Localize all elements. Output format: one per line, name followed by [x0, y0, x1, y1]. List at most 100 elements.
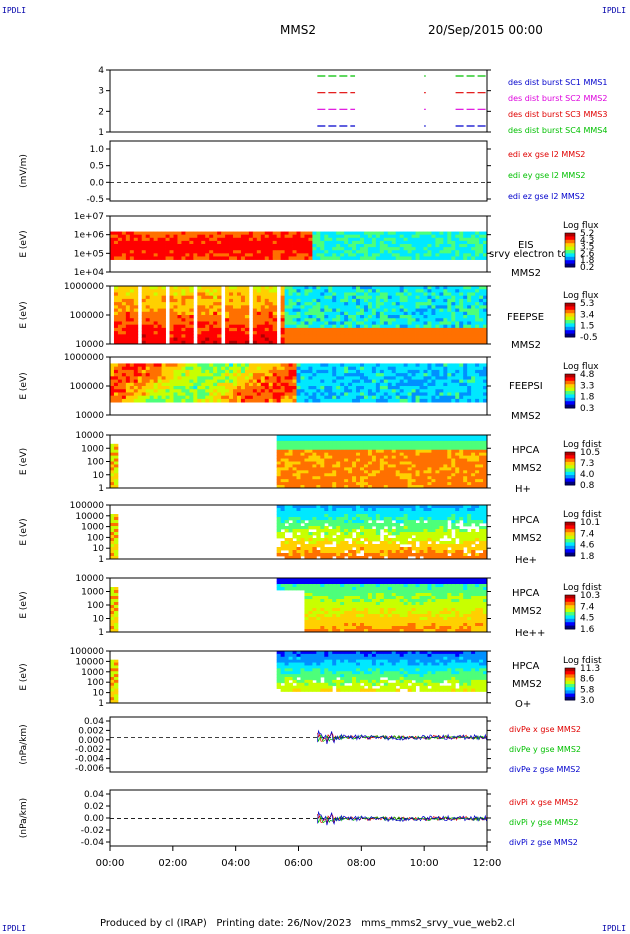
hpca-h-cell — [391, 435, 397, 439]
feepse-cell — [403, 308, 409, 313]
feepse-cell — [439, 318, 444, 322]
hpca-h-cell — [431, 446, 436, 451]
eis-cell — [280, 237, 286, 242]
hpca-h-cell — [475, 437, 480, 442]
hpca-h-cell — [113, 473, 119, 477]
hpca-h-cell — [415, 437, 420, 442]
feepse-cell — [141, 295, 147, 300]
hpca-h-cell — [475, 446, 480, 451]
feepse-cell — [399, 302, 405, 306]
feepse-cell — [205, 289, 210, 293]
hpca-h-cell — [360, 455, 365, 459]
hpca-he-cell — [276, 517, 282, 521]
eis-cell — [312, 250, 317, 254]
hpca-h-cell — [352, 435, 357, 439]
feepsi-cell — [209, 392, 214, 397]
feepse-cell — [415, 295, 420, 300]
hpca-h-cell — [312, 452, 317, 457]
feepse-cell — [451, 298, 456, 303]
hpca-h-cell — [455, 437, 460, 442]
feepsi-cell — [129, 366, 135, 371]
hpca-h-cell — [435, 449, 440, 454]
feepsi-cell — [169, 395, 174, 400]
feepse-cell — [225, 292, 230, 297]
eis-cell — [296, 256, 301, 260]
hpca-h-cell — [443, 482, 448, 486]
hpca-h-cell — [296, 476, 301, 480]
feepsi-cell — [129, 376, 135, 380]
eis-cell — [201, 250, 206, 254]
eis-cell — [292, 234, 297, 239]
feepse-cell — [391, 334, 397, 338]
hpca-h-cell — [387, 455, 393, 459]
feepsi-cell — [229, 366, 234, 371]
hpca-h-cell — [304, 449, 309, 454]
hpca-he-cell — [280, 505, 286, 509]
feepse-cell — [197, 302, 202, 306]
feepse-cell — [379, 311, 385, 316]
feepsi-cell — [308, 395, 313, 400]
feepsi-cell — [113, 373, 119, 377]
eis-cell — [264, 253, 270, 257]
hpca-h-cell — [320, 458, 325, 462]
feepsi-cell — [463, 379, 468, 384]
feepsi-cell — [459, 376, 464, 380]
feepse-cell — [169, 308, 174, 313]
hpca-h-cell — [328, 476, 333, 480]
eis-cell — [121, 253, 127, 257]
hpca-he-cell — [113, 550, 119, 554]
hpca-h-cell — [443, 440, 448, 445]
feepse-cell — [340, 289, 345, 293]
hpca-he-cell — [113, 541, 119, 545]
hpca-h-cell — [399, 485, 405, 489]
feepsi-cell — [233, 379, 238, 384]
feepsi-cell — [264, 389, 270, 393]
eis-cell — [197, 244, 202, 248]
feepse-cell — [133, 292, 139, 297]
feepse-cell — [348, 311, 353, 316]
hpca-h-cell — [379, 437, 385, 442]
eis-cell — [475, 237, 480, 242]
feepsi-cell — [328, 398, 333, 403]
feepse-cell — [185, 292, 190, 297]
feepse-cell — [252, 302, 258, 306]
feepse-cell — [236, 295, 242, 300]
hpca-he-cell — [316, 508, 321, 512]
feepsi-cell — [371, 369, 377, 374]
eis-cell — [360, 234, 365, 239]
eis-cell — [213, 247, 218, 251]
feepse-cell — [391, 289, 397, 293]
hpca-he-cell — [284, 526, 289, 530]
eis-cell — [233, 253, 238, 257]
feepsi-cell — [252, 389, 258, 393]
hpca-h-cell — [296, 467, 301, 471]
eis-cell — [165, 250, 170, 254]
feepsi-cell — [356, 386, 361, 390]
hpca-h-cell — [459, 443, 464, 448]
hpca-h-cell — [113, 443, 119, 448]
hpca-h-cell — [280, 440, 286, 445]
hpca-h-cell — [387, 449, 393, 454]
feepsi-cell — [435, 392, 440, 397]
eis-cell — [352, 231, 357, 236]
feepsi-cell — [129, 379, 135, 384]
hpca-h-cell — [447, 479, 452, 483]
eis-cell — [435, 250, 440, 254]
feepsi-cell — [419, 379, 424, 384]
feepse-cell — [256, 334, 262, 338]
feepsi-cell — [193, 386, 198, 390]
feepse-cell — [479, 334, 484, 338]
eis-cell — [475, 234, 480, 239]
hpca-h-cell — [276, 452, 282, 457]
feepsi-cell — [129, 395, 135, 400]
feepsi-cell — [467, 386, 472, 390]
eis-cell — [344, 250, 349, 254]
feepse-cell — [312, 315, 317, 319]
feepsi-colorbar-tick-label: 4.8 — [580, 370, 595, 380]
feepse-cell — [264, 315, 270, 319]
eis-cell — [387, 231, 393, 236]
hpca-h-cell — [427, 449, 432, 454]
eis-cell — [455, 231, 460, 236]
feepsi-cell — [177, 389, 182, 393]
feepse-cell — [439, 315, 444, 319]
